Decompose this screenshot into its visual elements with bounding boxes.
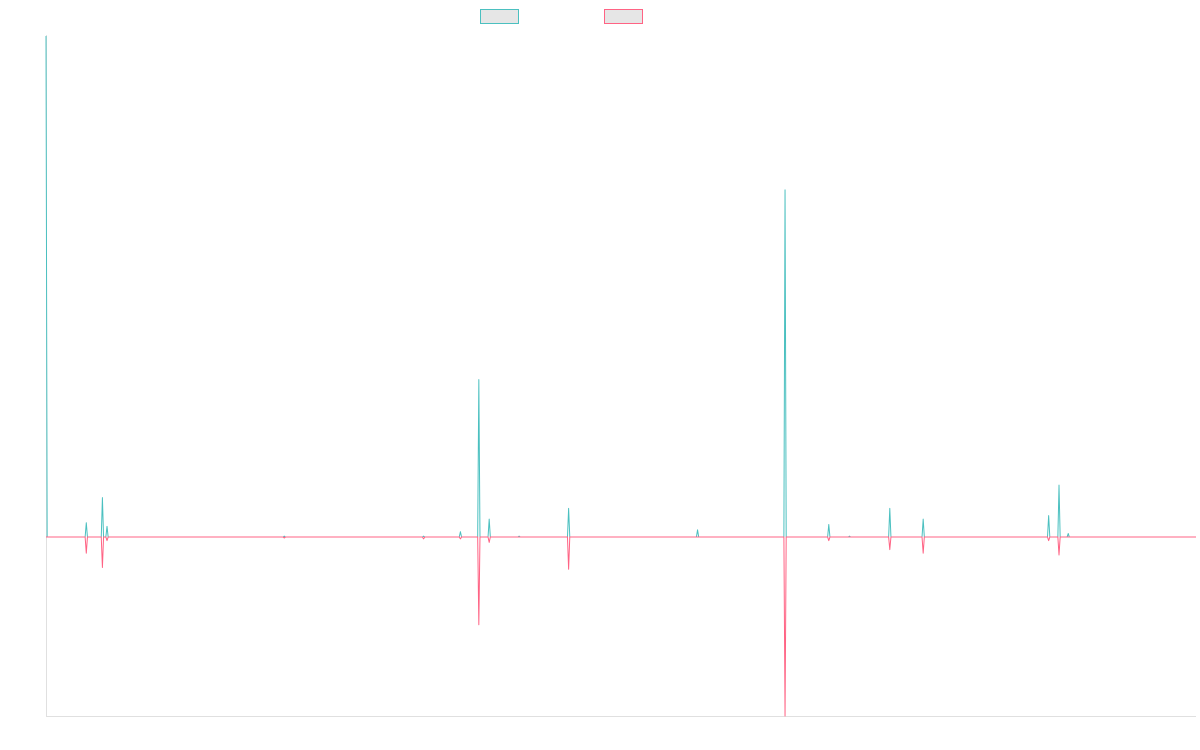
series-line-2 (46, 536, 1196, 717)
legend-swatch-series-1 (480, 9, 519, 24)
legend-swatch-series-2 (604, 9, 643, 24)
legend-item-series-2[interactable] (604, 9, 649, 24)
series-layer (45, 35, 1196, 717)
series-line-1 (45, 35, 1196, 538)
legend-item-series-1[interactable] (480, 9, 525, 24)
